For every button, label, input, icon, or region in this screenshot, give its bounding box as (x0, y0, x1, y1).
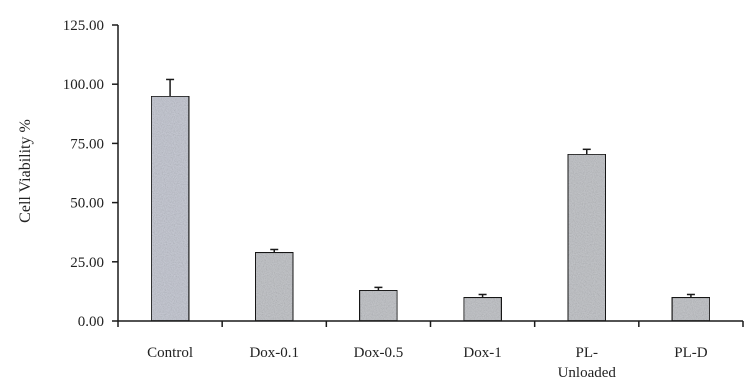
bar (254, 251, 294, 322)
x-tick-label: Unloaded (558, 365, 617, 381)
x-tick-label: Dox-0.5 (354, 345, 404, 361)
bar (462, 296, 503, 322)
y-tick-label: 25.00 (70, 255, 104, 271)
error-bars (166, 78, 695, 298)
y-tick-label: 50.00 (70, 196, 104, 212)
y-axis-title: Cell Viability % (17, 119, 34, 223)
y-tick-label: 125.00 (63, 18, 104, 34)
bars (150, 95, 711, 322)
x-tick-label: Control (147, 345, 193, 361)
y-tick-label: 100.00 (63, 77, 104, 93)
bar (671, 296, 711, 322)
x-tick-label: PL-D (674, 345, 708, 361)
x-axis-ticks: Control Dox-0.1 Dox-0.5 Dox-1 PL- Unloaded PL-… (117, 321, 744, 381)
x-tick-label: Dox-1 (463, 345, 501, 361)
bar (150, 95, 190, 322)
y-tick-label: 75.00 (70, 136, 104, 152)
x-tick-label: PL- (576, 345, 599, 361)
bar (358, 289, 399, 322)
y-axis-ticks: 0.00 25.00 50.00 75.00 100.00 125.00 (63, 18, 118, 330)
bar (567, 153, 607, 322)
x-tick-label: Dox-0.1 (249, 345, 299, 361)
y-tick-label: 0.00 (78, 314, 104, 330)
